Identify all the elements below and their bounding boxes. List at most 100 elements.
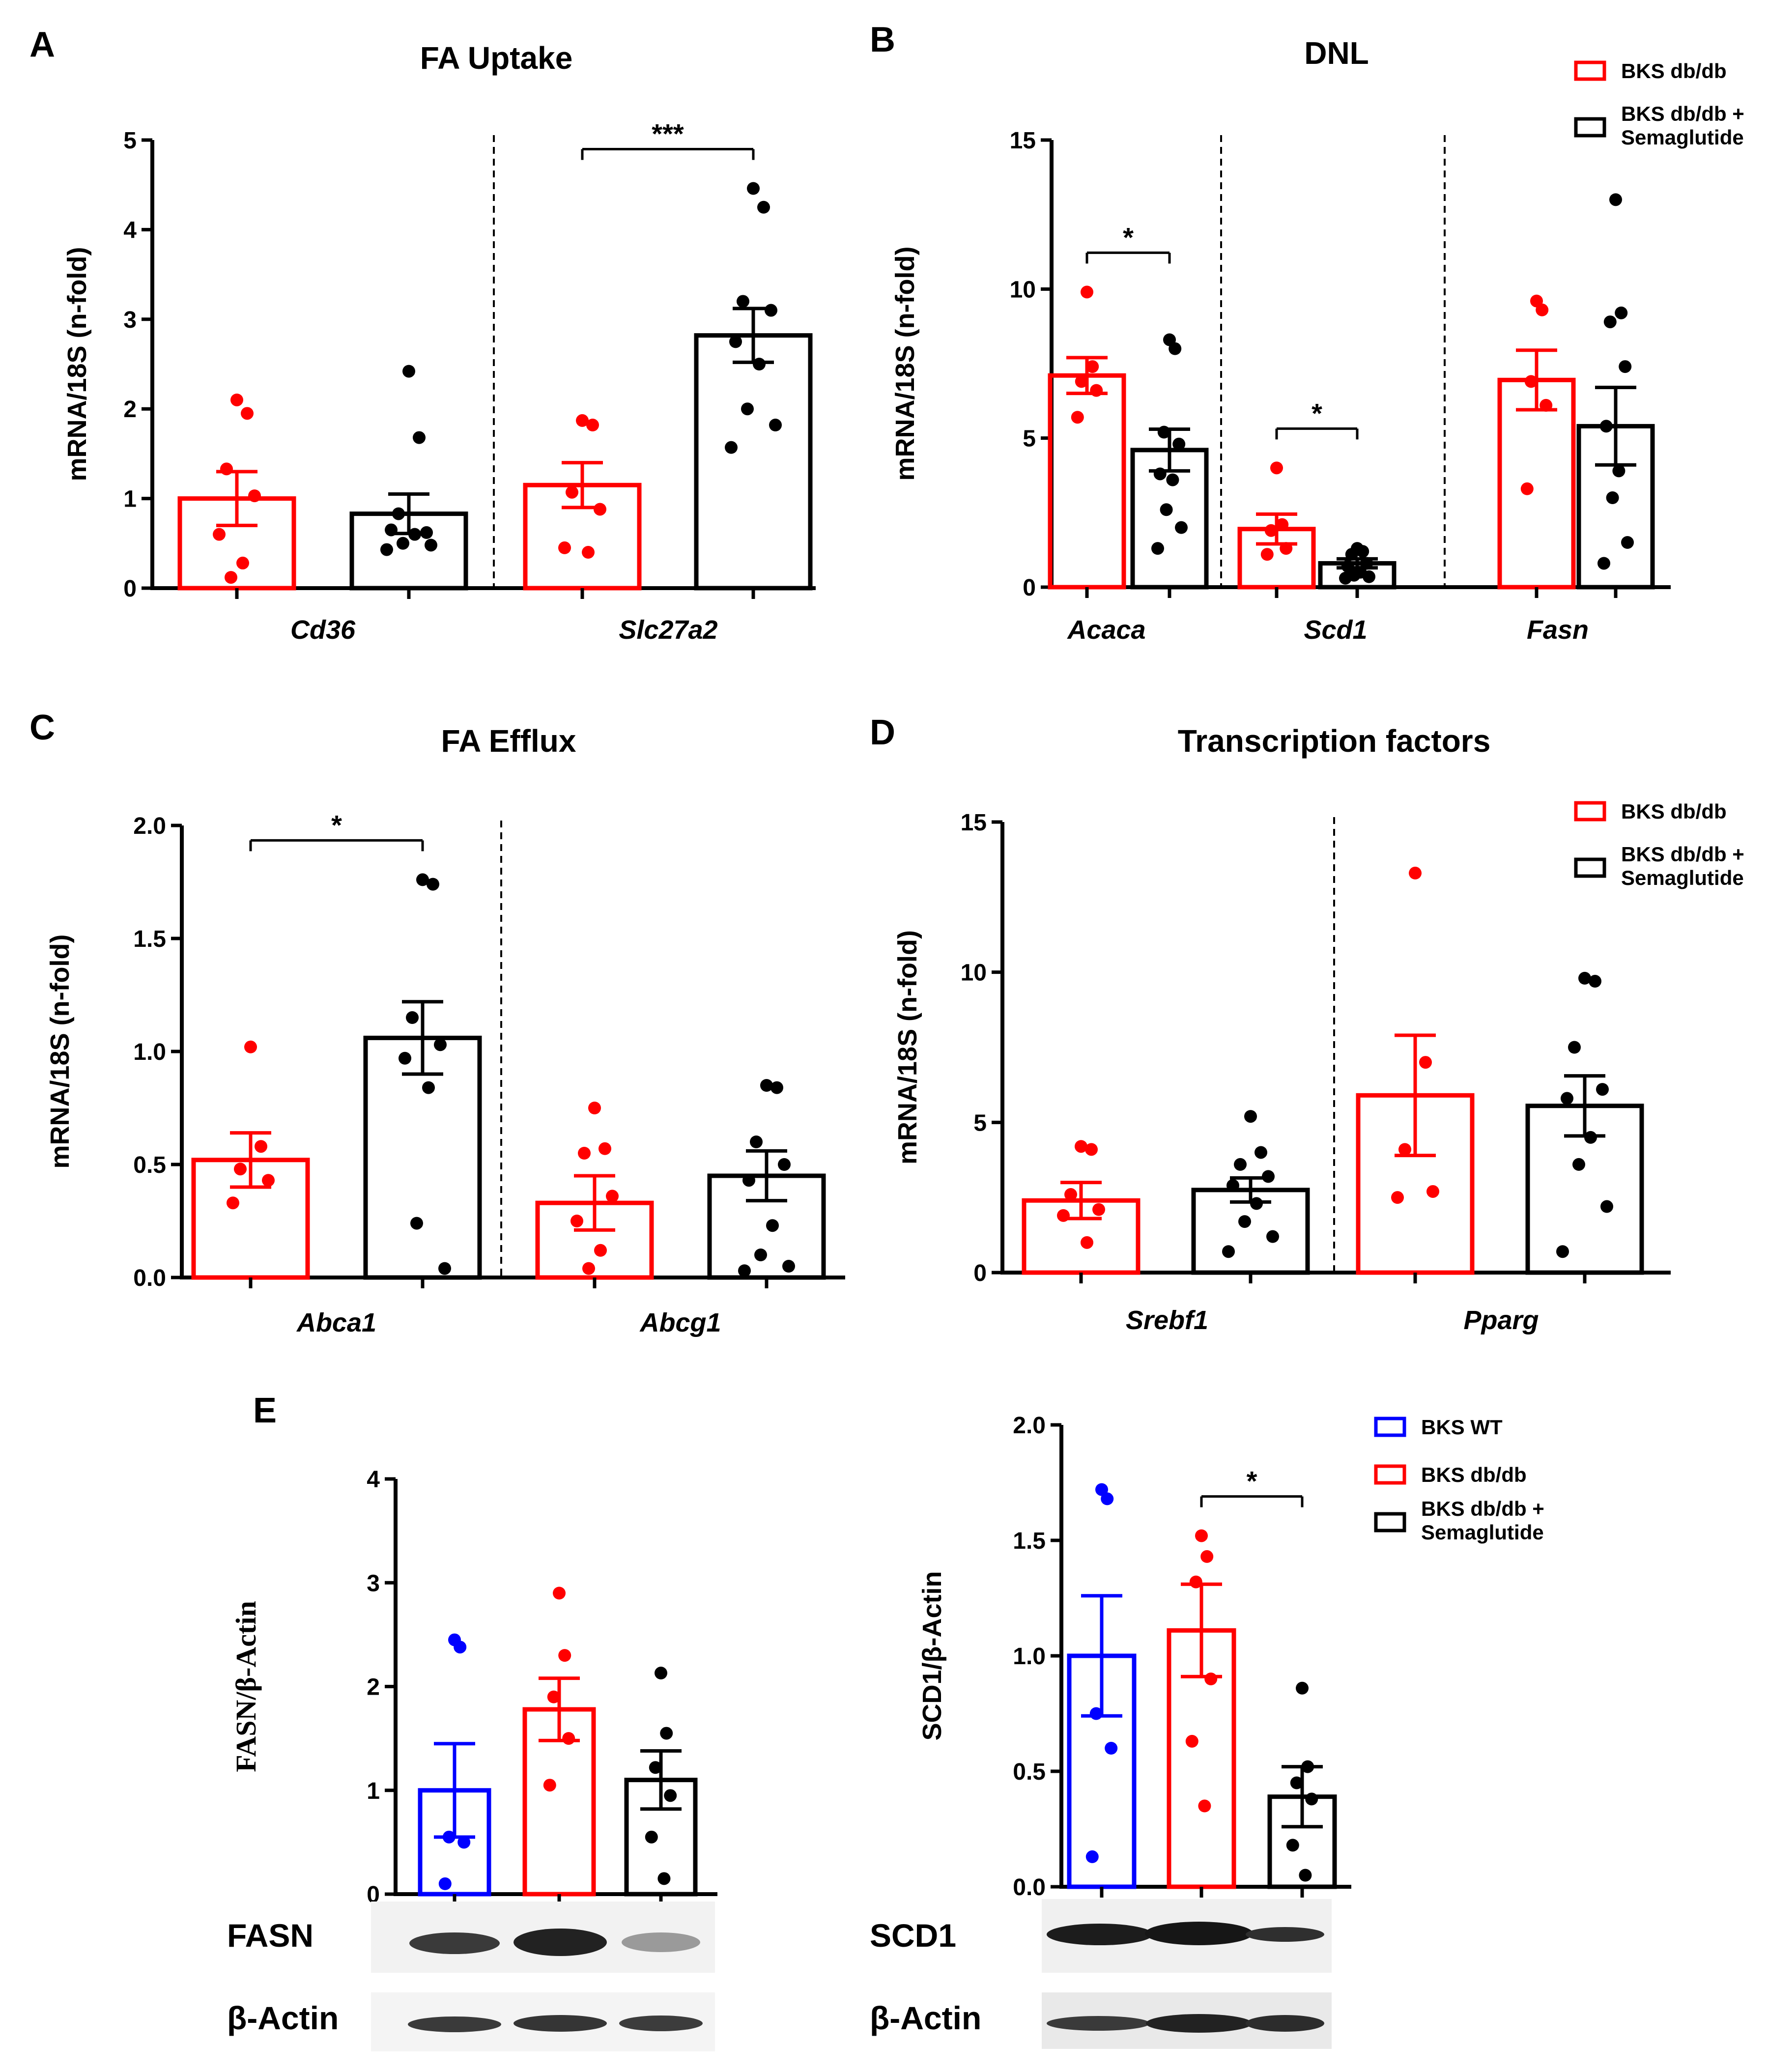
data-point — [1185, 1734, 1198, 1748]
data-point — [606, 1190, 619, 1203]
data-point — [410, 1217, 423, 1230]
data-point — [442, 1830, 456, 1844]
data-point — [1266, 1230, 1279, 1243]
bar — [1048, 373, 1126, 590]
data-point — [599, 1142, 611, 1155]
fasn-band-dbdb — [513, 1929, 607, 1956]
significance-marker: * — [1312, 397, 1322, 428]
data-point — [1198, 1799, 1211, 1813]
charts-layer: A FA Uptake mRNA/18S (n-fold) 0 1 2 3 4 5 Cd36 Slc… — [29, 20, 1671, 1908]
data-point — [750, 1135, 763, 1148]
data-point — [1360, 557, 1373, 570]
significance-marker: * — [331, 809, 342, 840]
data-point — [454, 1641, 467, 1654]
scd1-actin-band-3 — [1246, 2015, 1324, 2032]
data-point — [1195, 1529, 1208, 1542]
data-point — [737, 295, 749, 308]
y-tick-label: 4 — [367, 1467, 380, 1493]
y-tick-label: 2.0 — [1013, 1413, 1046, 1439]
data-point — [255, 1140, 267, 1153]
blots-layer: FASN β-Actin SCD1 β-Actin — [227, 1899, 1332, 2051]
scd1-actin-band-2 — [1146, 2014, 1252, 2033]
legend-e: BKS WT BKS db/db BKS db/db +Semaglutide — [1374, 1416, 1544, 1544]
y-axis-label: SCD1/β-Actin — [917, 1571, 947, 1741]
x-category-label: Pparg — [1463, 1306, 1539, 1335]
legend-label: BKS db/db — [1621, 800, 1727, 823]
chart-title: FA Uptake — [420, 40, 573, 76]
y-tick-label: 10 — [1010, 277, 1036, 303]
data-point — [1101, 1492, 1114, 1505]
data-point — [578, 1147, 591, 1160]
data-point — [1260, 548, 1274, 561]
y-tick-label: 5 — [1023, 426, 1036, 452]
data-point — [397, 537, 409, 550]
data-point — [1270, 461, 1283, 475]
data-point — [1057, 1209, 1070, 1222]
data-point — [1536, 303, 1549, 316]
data-point — [1556, 1245, 1569, 1258]
data-point — [1075, 1140, 1087, 1153]
data-point — [594, 503, 606, 516]
data-point — [570, 1215, 583, 1227]
data-point — [782, 1260, 795, 1273]
y-tick-label: 4 — [123, 217, 137, 243]
data-point — [1064, 1188, 1077, 1201]
y-axis-label: mRNA/18S (n-fold) — [62, 247, 92, 482]
data-point — [588, 1102, 601, 1114]
data-point — [1599, 420, 1613, 433]
data-point — [553, 1587, 566, 1600]
data-point — [220, 462, 233, 476]
data-point — [244, 1040, 257, 1053]
chart-c: C FA Efflux mRNA/18S (n-fold) 0.0 0.5 1.0 1.5 2… — [29, 708, 845, 1337]
data-point — [422, 1081, 435, 1094]
data-point — [1255, 1146, 1267, 1159]
data-point — [725, 441, 738, 454]
data-point — [757, 200, 770, 214]
data-point — [586, 419, 599, 432]
data-point — [1540, 398, 1553, 412]
data-point — [213, 528, 226, 541]
y-tick-label: 3 — [123, 307, 137, 333]
legend-d: BKS db/db BKS db/db +Semaglutide — [1574, 800, 1744, 889]
panel-letter: D — [870, 713, 895, 752]
y-tick-label: 1.0 — [1013, 1644, 1046, 1670]
y-tick-label: 0 — [1023, 575, 1036, 601]
data-point — [234, 1163, 247, 1176]
scd1-band-sema — [1246, 1927, 1324, 1942]
data-point — [1619, 360, 1632, 373]
scd1-band-dbdb — [1145, 1922, 1253, 1945]
data-point — [1356, 545, 1369, 558]
data-point — [1086, 360, 1099, 373]
data-point — [1621, 536, 1634, 549]
data-point — [1520, 482, 1534, 495]
data-point — [594, 1244, 607, 1257]
data-point — [562, 1732, 575, 1745]
x-category-label: Abca1 — [296, 1308, 376, 1337]
data-point — [1572, 1158, 1585, 1171]
legend-swatch — [1574, 857, 1606, 878]
y-tick-label: 1 — [123, 486, 137, 512]
significance-marker: * — [1123, 222, 1134, 253]
x-category-label: Fasn — [1527, 615, 1589, 645]
data-point — [1345, 548, 1358, 561]
data-point — [1409, 866, 1422, 880]
data-point — [1085, 1850, 1099, 1863]
x-category-label: Cd36 — [290, 615, 356, 645]
data-point — [1609, 193, 1622, 206]
y-tick-label: 0 — [973, 1260, 987, 1286]
y-tick-label: 2.0 — [133, 813, 166, 839]
panel-letter: C — [29, 708, 55, 747]
data-point — [649, 1761, 662, 1774]
data-point — [408, 528, 421, 541]
data-point — [753, 358, 766, 370]
significance-marker: * — [1247, 1466, 1257, 1497]
significance-marker: *** — [652, 118, 684, 149]
data-point — [1280, 542, 1293, 555]
data-point — [558, 1649, 571, 1662]
legend-swatch — [1374, 1512, 1406, 1533]
data-point — [547, 1690, 560, 1703]
data-point — [1238, 1215, 1251, 1228]
data-point — [778, 1158, 791, 1171]
fasn-actin-band-2 — [513, 2015, 607, 2032]
